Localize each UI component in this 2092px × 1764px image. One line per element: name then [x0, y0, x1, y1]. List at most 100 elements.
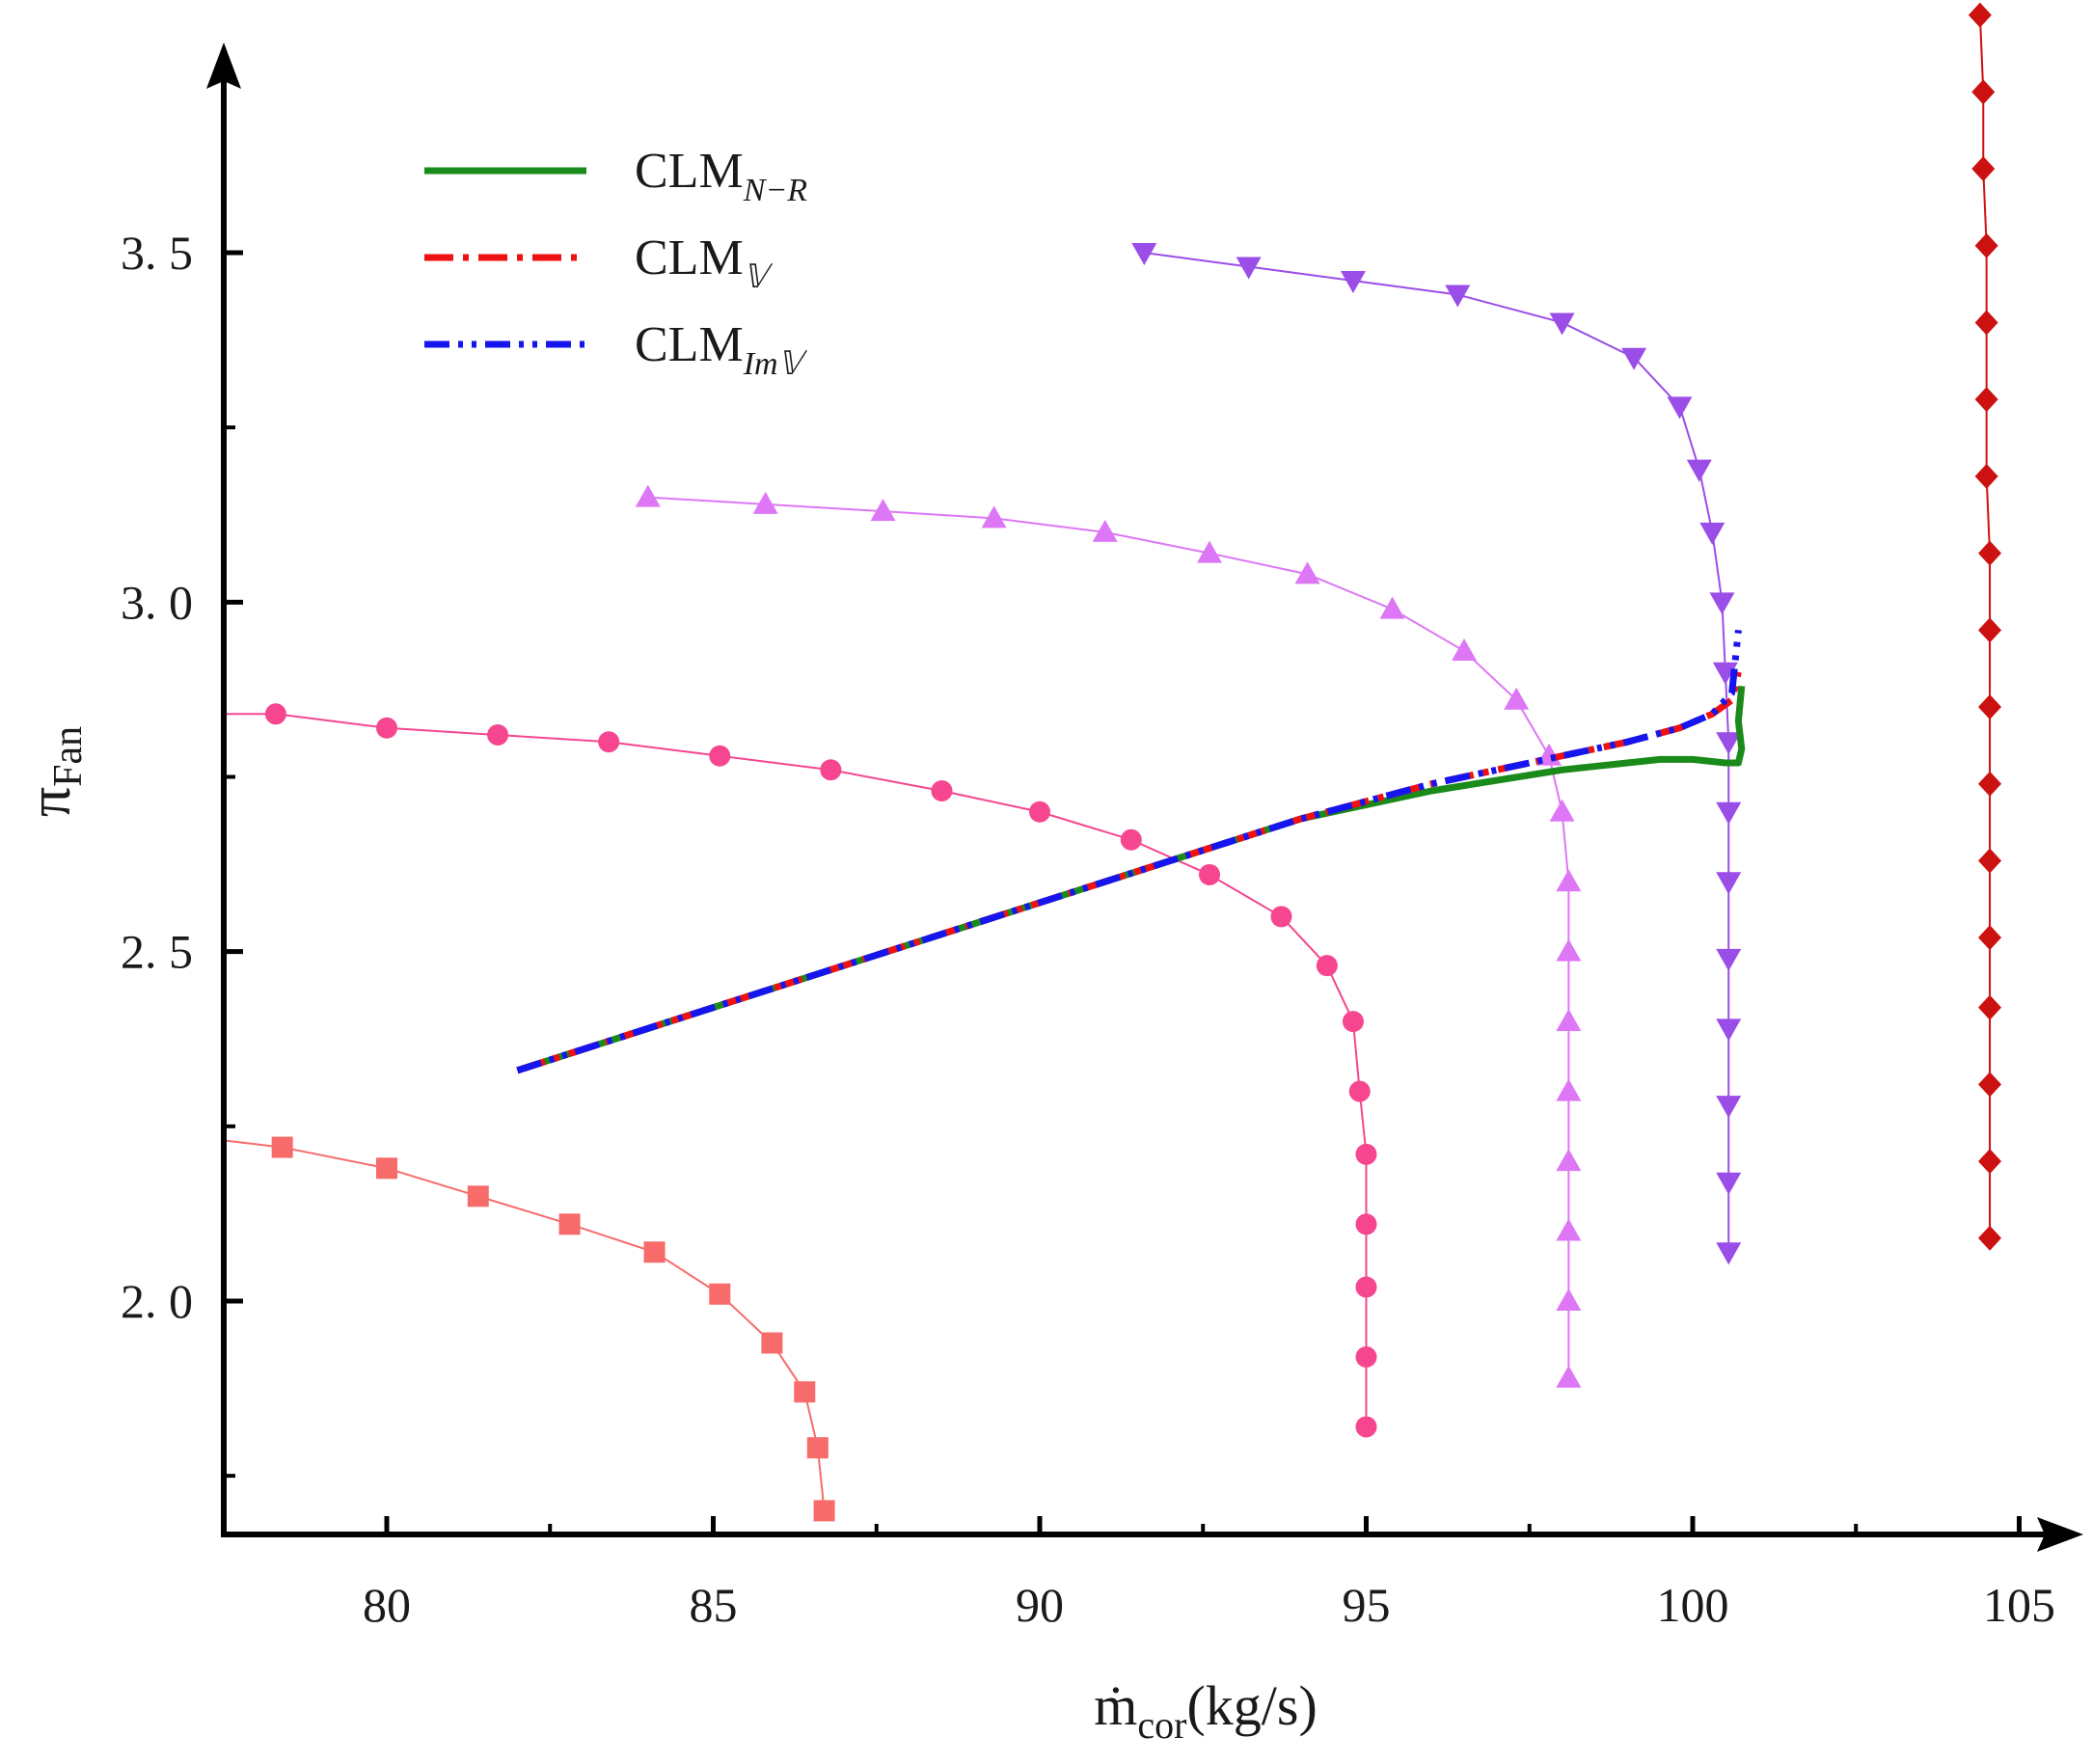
- speed-line-5: [1968, 2, 2002, 1251]
- data-point: [1621, 347, 1647, 370]
- data-point: [761, 1332, 783, 1354]
- x-tick-label: 105: [1983, 1578, 2055, 1632]
- data-point: [1974, 387, 1998, 413]
- data-point: [806, 1437, 829, 1459]
- data-point: [981, 505, 1007, 529]
- ticks-group: 80 85 90 95 100 105 2. 0 2. 5 3. 0 3. 5: [121, 75, 2055, 1632]
- data-point: [1556, 1289, 1582, 1311]
- data-point: [1978, 1149, 2002, 1175]
- legend-label-base: CLM: [635, 231, 744, 285]
- data-point: [1549, 312, 1575, 336]
- data-point: [487, 724, 509, 746]
- data-point: [1445, 285, 1471, 308]
- data-point: [1355, 1276, 1377, 1298]
- speed-line-1-path: [223, 1139, 826, 1511]
- data-point: [1131, 243, 1157, 265]
- data-point: [1379, 596, 1405, 619]
- x-axis-title-sub: cor: [1137, 1703, 1186, 1747]
- y-tick-label: 2. 5: [121, 925, 193, 979]
- data-point: [467, 1185, 489, 1208]
- data-point: [1978, 1225, 2002, 1251]
- data-point: [1556, 1365, 1582, 1388]
- legend-label: CLMIm𝕍: [635, 317, 808, 382]
- data-point: [376, 1157, 397, 1180]
- data-point: [1716, 872, 1742, 895]
- y-tick-label: 3. 5: [121, 226, 193, 280]
- data-point: [1549, 799, 1575, 822]
- data-point: [1971, 79, 1996, 105]
- legend-label-sub: 𝕍: [744, 259, 774, 295]
- operating-line-1: [516, 671, 1742, 1074]
- operating-line-2: [516, 629, 1742, 1074]
- speed-lines-group: [223, 2, 2002, 1522]
- speed-line-3: [635, 484, 1582, 1388]
- data-point: [1974, 232, 1998, 258]
- data-point: [1978, 994, 2002, 1020]
- data-point: [1120, 828, 1142, 851]
- operating-lines-group: [516, 629, 1746, 1074]
- data-point: [1355, 1345, 1377, 1368]
- data-point: [1452, 638, 1478, 662]
- data-point: [1556, 1078, 1582, 1101]
- data-point: [1556, 938, 1582, 962]
- data-point: [1978, 540, 2002, 566]
- x-tick-label: 95: [1343, 1578, 1391, 1632]
- data-point: [1342, 1011, 1364, 1033]
- data-point: [1270, 906, 1292, 928]
- y-axis-title-symbol: π: [17, 787, 83, 817]
- data-point: [1968, 2, 1992, 28]
- data-point: [1971, 156, 1996, 182]
- data-point: [1716, 1018, 1742, 1042]
- y-axis-title-sub: Fan: [46, 726, 91, 787]
- data-point: [1355, 1143, 1377, 1165]
- data-point: [1978, 617, 2002, 643]
- legend-label-base: CLM: [635, 317, 744, 372]
- data-point: [598, 731, 620, 753]
- legend: CLM N−R CLM𝕍 CLMIm𝕍: [424, 144, 808, 382]
- data-point: [1978, 848, 2002, 874]
- x-axis-title-unit: (kg/s): [1186, 1674, 1317, 1737]
- data-point: [1504, 687, 1530, 710]
- speed-line-4: [1131, 243, 1742, 1265]
- x-axis-title-symbol: ṁ: [1094, 1674, 1137, 1737]
- x-tick-label: 90: [1016, 1578, 1064, 1632]
- x-tick-label: 85: [690, 1578, 738, 1632]
- legend-label-sub: N−R: [743, 173, 808, 208]
- data-point: [1348, 1080, 1371, 1102]
- data-point: [1978, 694, 2002, 720]
- data-point: [820, 759, 842, 781]
- data-point: [1316, 955, 1338, 977]
- data-point: [870, 499, 896, 522]
- speed-line-2-path: [223, 713, 1368, 1427]
- data-point: [1716, 1096, 1742, 1119]
- data-point: [931, 779, 953, 801]
- data-point: [1974, 310, 1998, 336]
- axes: [206, 42, 2083, 1552]
- data-point: [1199, 863, 1221, 885]
- data-point: [1716, 801, 1742, 825]
- data-point: [558, 1213, 581, 1235]
- data-point: [1197, 540, 1223, 563]
- data-point: [1978, 925, 2002, 951]
- data-point: [1716, 948, 1742, 971]
- data-point: [794, 1381, 816, 1403]
- x-axis-arrow-icon: [2037, 1517, 2083, 1552]
- data-point: [1709, 592, 1735, 615]
- speed-line-4-path: [1144, 252, 1730, 1253]
- x-tick-label: 100: [1657, 1578, 1729, 1632]
- data-point: [1712, 662, 1738, 685]
- data-point: [1716, 732, 1742, 755]
- speed-line-1: [223, 1136, 835, 1522]
- data-point: [1556, 1149, 1582, 1172]
- x-axis-title: ṁcor(kg/s): [1094, 1674, 1318, 1747]
- data-point: [1978, 1072, 2002, 1098]
- speed-line-2: [223, 703, 1377, 1438]
- data-point: [271, 1136, 293, 1158]
- data-point: [1355, 1416, 1377, 1438]
- data-point: [813, 1500, 835, 1522]
- y-tick-label: 2. 0: [121, 1274, 193, 1328]
- data-point: [1092, 519, 1118, 542]
- data-point: [1667, 396, 1693, 420]
- y-tick-label: 3. 0: [121, 575, 193, 629]
